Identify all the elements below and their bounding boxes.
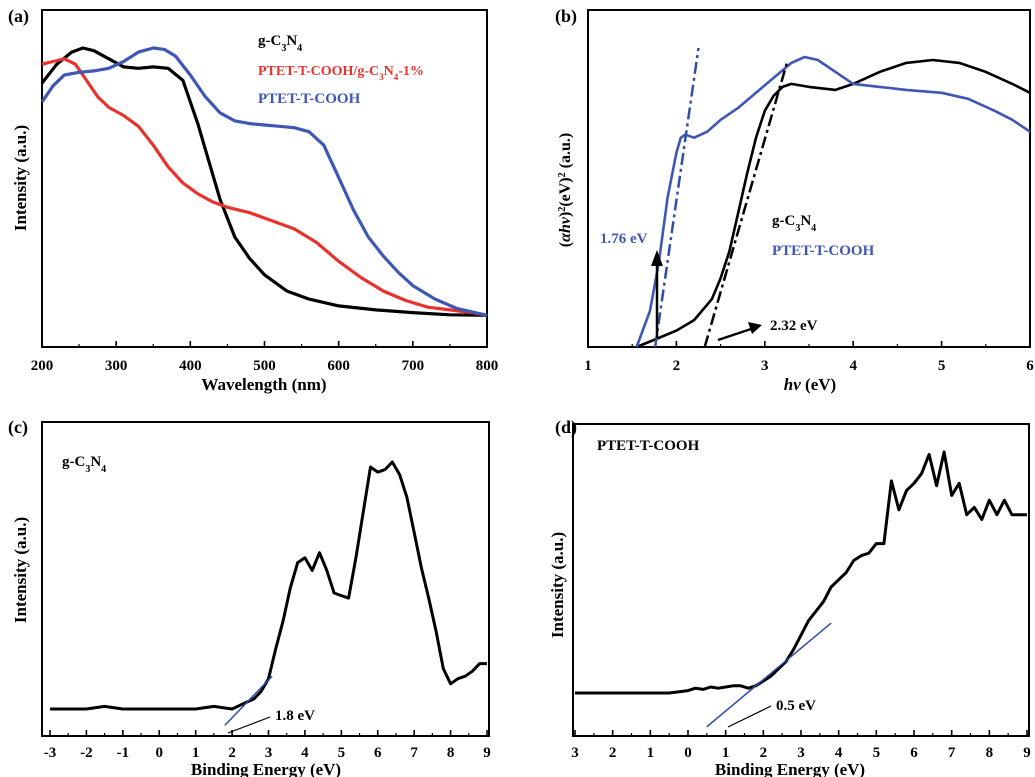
panel-d-xlabel: Binding Energy (eV): [715, 760, 865, 777]
x-tick-label: 6: [910, 745, 918, 761]
legend-item-gc3n4: g-C3N4: [258, 33, 302, 54]
fit-line-0: [225, 676, 272, 725]
x-tick-label: 2: [760, 745, 768, 761]
series-line-0: [637, 60, 1030, 347]
panel-a-label: (a): [8, 6, 29, 27]
pointer-0-5-ev: [728, 706, 771, 727]
x-tick-label: 9: [483, 745, 491, 761]
panel-b-label: (b): [555, 6, 577, 27]
panel-a-series: [42, 48, 487, 315]
x-tick-label: 4: [835, 745, 843, 761]
legend-item-ptet: PTET-T-COOH: [258, 91, 361, 107]
panel-c-frame: [42, 422, 489, 736]
panel-d-xaxis: 3 2 1 0 1 2 3 4 5 6 7 8 9: [571, 730, 1031, 761]
arrow-2-32-ev: [718, 322, 762, 340]
x-tick-label: 800: [476, 358, 499, 374]
panel-c: (c) g-C3N4 -3 -2 -1 0 1 2 3 4 5 6 7 8 9 Binding Ener…: [8, 417, 491, 777]
x-tick-label: 6: [1026, 358, 1034, 374]
x-tick-label: 0: [156, 745, 164, 761]
x-tick-label: 3: [265, 745, 273, 761]
x-tick-label: 9: [1023, 745, 1031, 761]
x-tick-label: 3: [761, 358, 769, 374]
x-tick-label: 3: [571, 745, 579, 761]
series-line-0: [42, 48, 487, 315]
x-tick-label: 700: [402, 358, 425, 374]
panel-b-frame: [588, 10, 1030, 347]
annotation-1-76-ev: 1.76 eV: [600, 231, 648, 247]
panel-d-title: PTET-T-COOH: [597, 438, 700, 454]
x-tick-label: 3: [797, 745, 805, 761]
x-tick-label: 0: [684, 745, 692, 761]
x-tick-label: -1: [117, 745, 130, 761]
x-tick-label: 1: [584, 358, 592, 374]
panel-d-ylabel: Intensity (a.u.): [548, 532, 567, 638]
panel-d-frame: [573, 424, 1029, 736]
panel-b-xaxis: 1 2 3 4 5 6: [584, 341, 1034, 374]
panel-a-xaxis: 200 300 400 500 600 700 800: [31, 341, 499, 374]
x-tick-label: 5: [873, 745, 881, 761]
panel-b-legend: g-C3N4 PTET-T-COOH: [772, 213, 875, 259]
series-line-0: [50, 462, 487, 709]
fit-line-0: [655, 48, 698, 347]
x-tick-label: -3: [44, 745, 57, 761]
x-tick-label: 1: [722, 745, 730, 761]
x-tick-label: 400: [179, 358, 202, 374]
panel-b: (b) 1 2 3 4 5 6 hv (eV) (αhv)2(eV)2 (a.u.) g-…: [555, 6, 1034, 394]
legend-item-composite: PTET-T-COOH/g-C3N4-1%: [258, 64, 424, 82]
x-tick-label: -2: [80, 745, 93, 761]
panel-c-xaxis: -3 -2 -1 0 1 2 3 4 5 6 7 8 9: [44, 730, 491, 761]
pointer-1-8-ev: [228, 717, 270, 733]
x-tick-label: 1: [647, 745, 655, 761]
x-tick-label: 1: [192, 745, 200, 761]
annotation-0-5-ev: 0.5 eV: [776, 698, 816, 714]
x-tick-label: 6: [374, 745, 382, 761]
x-tick-label: 300: [105, 358, 128, 374]
x-tick-label: 8: [986, 745, 994, 761]
x-tick-label: 4: [301, 745, 309, 761]
x-tick-label: 200: [31, 358, 54, 374]
panel-c-ylabel: Intensity (a.u.): [11, 517, 30, 623]
annotation-2-32-ev: 2.32 eV: [770, 318, 818, 334]
legend-item-gc3n4-b: g-C3N4: [772, 213, 816, 234]
series-line-0: [575, 452, 1027, 693]
x-tick-label: 4: [849, 358, 857, 374]
x-tick-label: 500: [253, 358, 276, 374]
x-tick-label: 7: [410, 745, 418, 761]
panel-a-legend: g-C3N4 PTET-T-COOH/g-C3N4-1% PTET-T-COOH: [258, 33, 424, 107]
x-tick-label: 2: [228, 745, 236, 761]
x-tick-label: 2: [609, 745, 617, 761]
x-tick-label: 5: [938, 358, 946, 374]
panel-d-series: [575, 452, 1027, 727]
panel-c-xlabel: Binding Energy (eV): [191, 760, 341, 777]
x-tick-label: 7: [948, 745, 956, 761]
panel-b-series: [637, 48, 1030, 347]
panel-a-ylabel: Intensity (a.u.): [11, 125, 30, 231]
fit-line-1: [705, 63, 787, 347]
panel-b-xlabel: hv (eV): [784, 375, 836, 394]
x-tick-label: 2: [673, 358, 681, 374]
panel-a-xlabel: Wavelength (nm): [201, 375, 326, 394]
legend-item-ptet-b: PTET-T-COOH: [772, 243, 875, 259]
series-line-1: [637, 57, 1030, 347]
panel-b-ylabel: (αhv)2(eV)2 (a.u.): [557, 133, 575, 247]
panel-c-series: [50, 462, 487, 725]
panel-c-label: (c): [8, 417, 28, 438]
x-tick-label: 5: [338, 745, 346, 761]
annotation-1-8-ev: 1.8 eV: [275, 708, 315, 724]
panel-a: (a) 200 300 400 500 600 700 800 Wavelength (nm…: [8, 6, 498, 394]
x-tick-label: 8: [447, 745, 455, 761]
x-tick-label: 600: [327, 358, 350, 374]
panel-c-title: g-C3N4: [62, 454, 106, 475]
